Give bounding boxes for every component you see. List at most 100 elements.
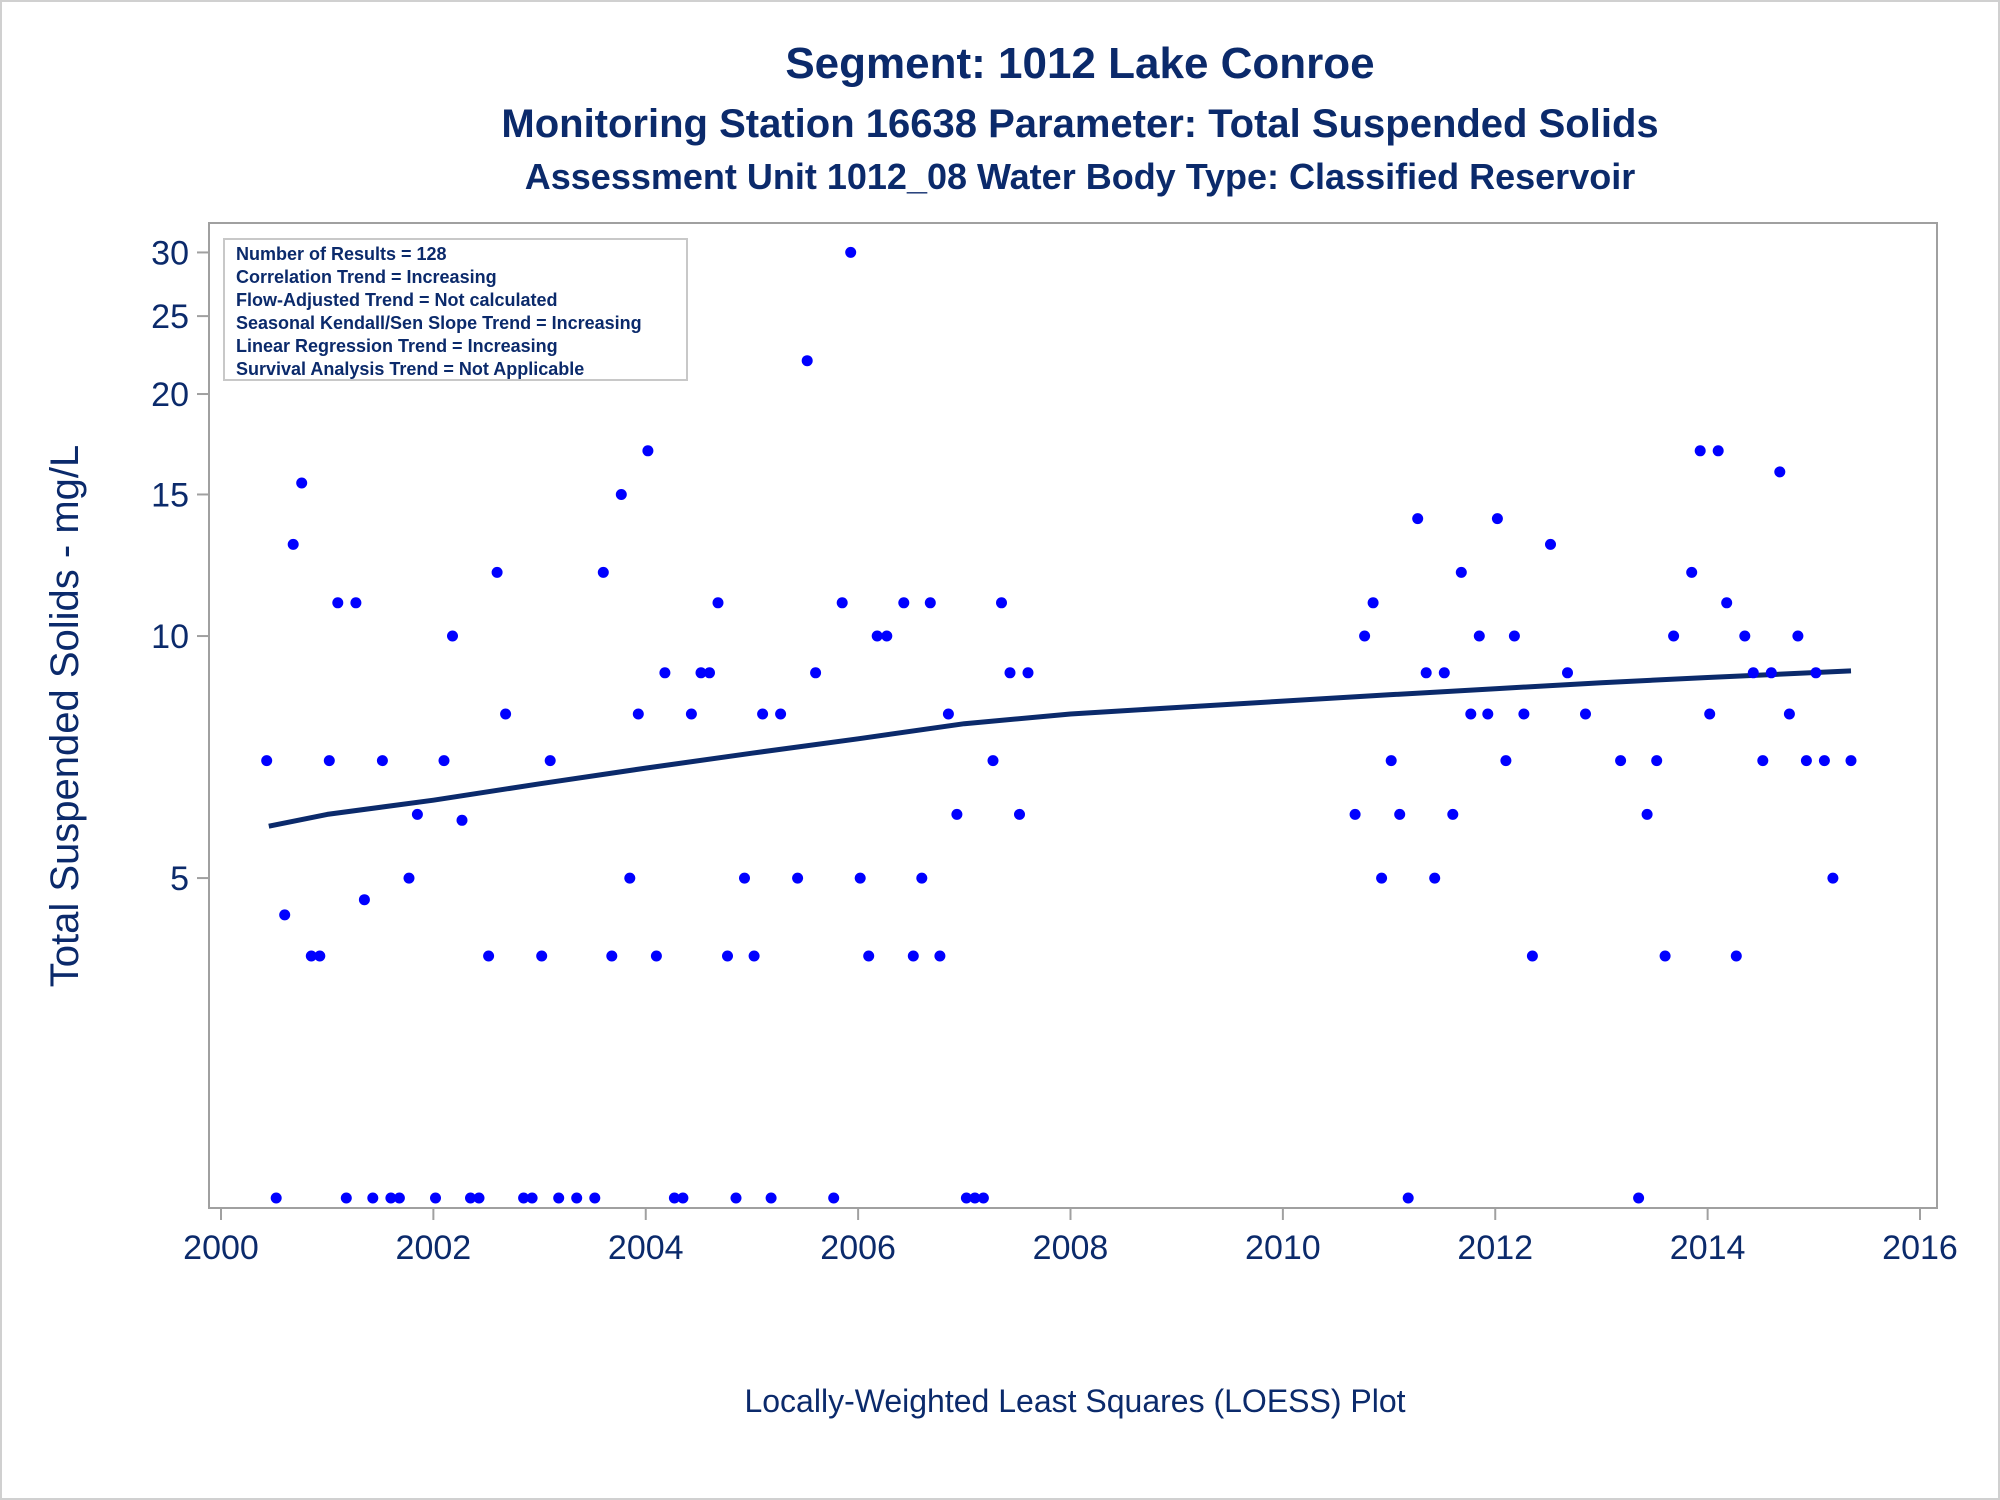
- data-point: [393, 1192, 405, 1204]
- data-point: [916, 872, 928, 884]
- data-point: [730, 1192, 742, 1204]
- x-tick-label: 2016: [1882, 1229, 1958, 1267]
- data-point: [1747, 667, 1759, 679]
- x-tick-label: 2004: [608, 1229, 684, 1267]
- data-point: [1473, 630, 1485, 642]
- data-point: [1580, 708, 1591, 720]
- data-point: [1739, 630, 1751, 642]
- info-line-seasonal-kendall: Seasonal Kendall/Sen Slope Trend = Incre…: [236, 313, 642, 333]
- data-point: [1730, 950, 1742, 962]
- data-point: [1455, 566, 1467, 578]
- data-point: [1438, 667, 1450, 679]
- data-point: [934, 950, 946, 962]
- data-point: [951, 808, 963, 820]
- data-point: [536, 950, 548, 962]
- data-point: [996, 597, 1007, 609]
- data-point: [1376, 872, 1388, 884]
- data-point: [305, 950, 317, 962]
- data-point: [1668, 630, 1680, 642]
- x-tick-label: 2008: [1033, 1229, 1109, 1267]
- data-point: [668, 1192, 680, 1204]
- data-point: [411, 808, 423, 820]
- data-point: [1615, 755, 1627, 767]
- data-point: [323, 755, 335, 767]
- data-point: [765, 1192, 777, 1204]
- data-point: [1800, 755, 1812, 767]
- data-point: [1562, 667, 1573, 679]
- data-point: [615, 489, 627, 500]
- data-point: [553, 1192, 565, 1204]
- data-point: [1359, 630, 1371, 642]
- data-point: [1526, 950, 1538, 962]
- data-point: [571, 1192, 583, 1204]
- data-point: [350, 597, 362, 609]
- data-point: [589, 1192, 601, 1204]
- data-point: [739, 872, 750, 884]
- data-point: [1491, 513, 1503, 525]
- data-point: [296, 477, 308, 489]
- data-point: [465, 1192, 476, 1204]
- info-line-flow-adjusted: Flow-Adjusted Trend = Not calculated: [236, 290, 558, 310]
- data-point: [828, 1192, 840, 1204]
- data-point: [810, 667, 822, 679]
- x-tick-label: 2006: [820, 1229, 896, 1267]
- data-point: [403, 872, 415, 884]
- y-tick-label: 30: [151, 234, 189, 272]
- x-tick-label: 2000: [183, 1229, 259, 1267]
- data-point: [942, 708, 954, 720]
- chart-subtitle: Monitoring Station 16638 Parameter: Tota…: [501, 102, 1658, 146]
- info-box: Number of Results = 128 Correlation Tren…: [223, 238, 688, 381]
- data-point: [473, 1192, 485, 1204]
- data-point: [385, 1192, 397, 1204]
- info-line-linear-regression: Linear Regression Trend = Increasing: [236, 336, 558, 356]
- info-line-correlation: Correlation Trend = Increasing: [236, 267, 497, 287]
- data-point: [1508, 630, 1520, 642]
- data-point: [483, 950, 495, 962]
- chart-subtitle-2: Assessment Unit 1012_08 Water Body Type:…: [525, 156, 1635, 197]
- data-point: [1420, 667, 1432, 679]
- data-point: [1014, 808, 1025, 820]
- data-point: [340, 1192, 352, 1204]
- data-point: [907, 950, 919, 962]
- plot-area: [208, 222, 1938, 1209]
- data-point: [358, 894, 370, 906]
- data-point: [1827, 872, 1839, 884]
- y-tick-label: 15: [151, 476, 189, 514]
- data-point: [1633, 1192, 1645, 1204]
- data-point: [1545, 538, 1556, 550]
- x-tick-label: 2012: [1457, 1229, 1533, 1267]
- data-point: [1004, 667, 1016, 679]
- data-point: [491, 566, 503, 578]
- x-tick-label: 2010: [1245, 1229, 1321, 1267]
- data-point: [969, 1192, 981, 1204]
- data-point: [695, 667, 707, 679]
- info-line-survival: Survival Analysis Trend = Not Applicable: [236, 359, 584, 379]
- data-point: [279, 909, 291, 921]
- data-point: [1385, 755, 1397, 767]
- info-line-results: Number of Results = 128: [236, 244, 447, 264]
- data-point: [270, 1192, 282, 1204]
- data-point: [1704, 708, 1716, 720]
- trend-layer: [268, 668, 1852, 829]
- data-point: [1792, 630, 1804, 642]
- data-point: [1712, 445, 1724, 457]
- data-point: [712, 597, 724, 609]
- data-point: [1845, 755, 1857, 767]
- data-point: [1783, 708, 1795, 720]
- data-point: [845, 246, 857, 258]
- data-point: [677, 1192, 689, 1204]
- x-axis: 2000 2002 2004 2006 2008 2010 2012 2014 2016: [183, 1208, 1958, 1267]
- data-point: [792, 872, 804, 884]
- data-point: [332, 597, 344, 609]
- data-point: [1818, 755, 1830, 767]
- data-point: [722, 950, 733, 962]
- data-point: [650, 950, 662, 962]
- data-point: [1349, 808, 1361, 820]
- data-point: [704, 667, 715, 679]
- data-point: [606, 950, 618, 962]
- data-point: [1429, 872, 1441, 884]
- x-tick-label: 2014: [1670, 1229, 1746, 1267]
- data-point: [544, 755, 556, 767]
